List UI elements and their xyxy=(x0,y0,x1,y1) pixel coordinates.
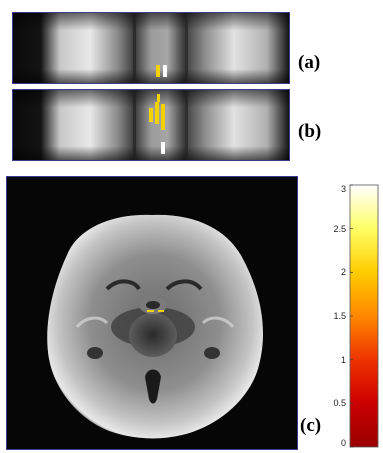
mri-strip-a-image xyxy=(13,13,289,83)
activation-marker xyxy=(158,310,164,312)
colorbar-tick-label: 2.5 xyxy=(333,223,346,234)
colorbar-tick-label: 3 xyxy=(340,184,346,194)
mri-axial-c xyxy=(6,176,298,450)
activation-marker xyxy=(156,65,160,77)
airway xyxy=(145,369,161,404)
colorbar-tick-label: 1.5 xyxy=(333,311,346,321)
spinal-region xyxy=(129,313,177,357)
mri-axial-c-image xyxy=(7,177,297,449)
colorbar-tick-label: 0 xyxy=(340,438,346,448)
colorbar-tick-label: 1 xyxy=(340,354,346,365)
panel-label-c: (c) xyxy=(300,415,322,436)
mri-strip-a xyxy=(12,12,290,84)
activation-marker xyxy=(161,104,165,130)
activation-marker xyxy=(147,310,154,312)
highlight-marker xyxy=(161,142,165,154)
panel-label-a: (a) xyxy=(298,52,321,73)
colorbar-scale xyxy=(349,184,379,448)
activation-marker xyxy=(155,102,159,124)
mri-strip-b xyxy=(12,89,290,161)
highlight-marker xyxy=(163,65,167,77)
panel-label-b: (b) xyxy=(298,121,322,142)
colorbar: 3 2.5 2 1.5 1 0.5 0 xyxy=(330,184,380,449)
activation-marker xyxy=(149,108,153,122)
mri-strip-b-image xyxy=(13,90,289,160)
colorbar-tick-label: 0.5 xyxy=(333,398,346,409)
activation-marker xyxy=(157,94,160,102)
colorbar-tick-label: 2 xyxy=(340,267,346,278)
